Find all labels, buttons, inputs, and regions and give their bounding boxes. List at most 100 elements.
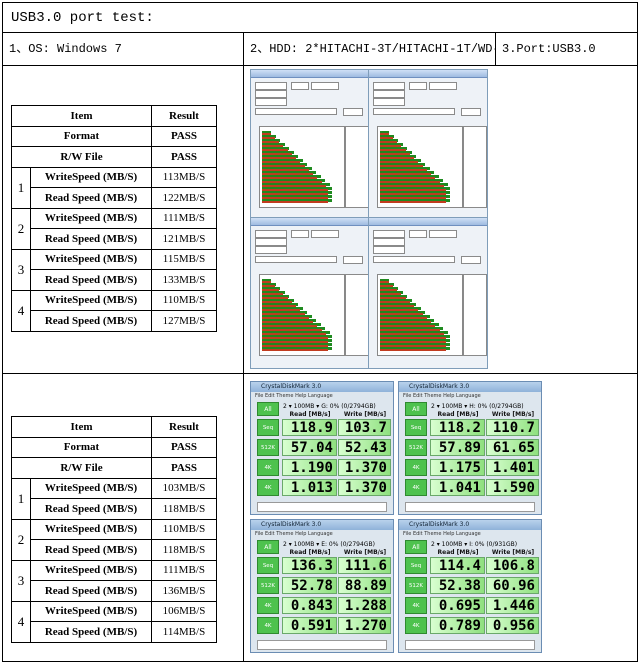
atto-write-bar: [262, 201, 329, 203]
atto-read-bar: [380, 199, 451, 202]
atto-read-bar: [262, 179, 325, 182]
cdm-test-button[interactable]: Seq: [405, 419, 427, 436]
atto-control: [255, 256, 337, 263]
atto-write-bar: [262, 333, 326, 335]
cdm-comment-field[interactable]: [405, 502, 535, 512]
cdm-test-button[interactable]: 512K: [257, 439, 279, 456]
cdm-test-button[interactable]: 512K: [405, 577, 427, 594]
cdm-write-value: 60.96: [486, 577, 539, 594]
atto-write-bar: [262, 165, 305, 167]
cdm-all-button[interactable]: All: [405, 540, 427, 554]
cdm-test-button[interactable]: 4K QD32: [257, 617, 279, 646]
atto-read-bar: [262, 291, 285, 294]
cdm-test-button[interactable]: 512K: [257, 577, 279, 594]
cdm-write-value: 1.590: [486, 479, 539, 496]
cdm-menu-bar[interactable]: File Edit Theme Help Language: [255, 531, 333, 537]
test-info-row: 1、OS: Windows 7 2、HDD: 2*HITACHI-3T/HITA…: [3, 33, 637, 66]
cdm-test-button[interactable]: 4K QD32: [405, 617, 427, 646]
atto-write-bar: [380, 169, 427, 171]
cdm-test-button[interactable]: Seq: [405, 557, 427, 574]
atto-read-bar: [262, 287, 280, 290]
atto-read-bar: [380, 295, 407, 298]
cdm-test-button[interactable]: 4K: [257, 459, 279, 476]
row-item-rw-file: R/W File: [11, 457, 152, 479]
write-speed-label: WriteSpeed (MB/S): [30, 559, 152, 581]
cdm-all-button[interactable]: All: [257, 540, 279, 554]
atto-window-2: [368, 69, 488, 219]
atto-values-column: [463, 274, 487, 356]
atto-control: [311, 82, 339, 90]
atto-write-bar: [262, 181, 322, 183]
atto-write-bar: [380, 177, 436, 179]
atto-write-bar: [262, 345, 329, 347]
atto-write-bar: [262, 309, 301, 311]
atto-read-bar: [380, 283, 394, 286]
atto-transfer-chart: [377, 126, 463, 208]
atto-read-bar: [262, 319, 316, 322]
atto-read-bar: [262, 283, 276, 286]
atto-read-bar: [380, 303, 416, 306]
atto-write-bar: [262, 337, 329, 339]
cdm-drive-selector[interactable]: 2 ▾ 100MB ▾ E: 0% (0/2794GB): [283, 541, 375, 548]
cdm-test-button[interactable]: 512K: [405, 439, 427, 456]
cdm-test-button[interactable]: 4K: [405, 459, 427, 476]
atto-screenshots: [244, 65, 637, 373]
cdm-comment-field[interactable]: [257, 502, 387, 512]
row-item-format: Format: [11, 436, 152, 458]
cdm-window-3: CrystalDiskMark 3.0 File Edit Theme Help …: [250, 519, 394, 653]
atto-control: [409, 230, 427, 238]
cdm-comment-field[interactable]: [257, 640, 387, 650]
atto-control: [255, 90, 287, 98]
atto-read-bar: [262, 139, 280, 142]
atto-write-bar: [380, 305, 414, 307]
atto-read-bar: [262, 315, 312, 318]
cdm-title-bar: CrystalDiskMark 3.0: [399, 382, 541, 392]
atto-read-bar: [380, 183, 448, 186]
atto-read-bar: [262, 347, 333, 350]
atto-write-bar: [380, 345, 447, 347]
group-number: 2: [11, 207, 31, 250]
row-result-format: PASS: [151, 436, 217, 458]
atto-read-bar: [262, 343, 333, 346]
table-row: Format PASS: [11, 125, 217, 147]
cdm-test-button[interactable]: 4K QD32: [405, 479, 427, 508]
cdm-test-button[interactable]: 4K: [405, 597, 427, 614]
atto-control: [255, 246, 287, 254]
atto-write-bar: [262, 169, 309, 171]
atto-write-bar: [262, 305, 296, 307]
atto-write-bar: [380, 325, 436, 327]
table-row: 1 WriteSpeed (MB/S) 103MB/S: [11, 477, 217, 520]
atto-read-bar: [380, 331, 448, 334]
cdm-window-2: CrystalDiskMark 3.0 File Edit Theme Help …: [398, 381, 542, 515]
atto-read-bar: [262, 187, 333, 190]
cdm-write-header: Write [MB/s]: [343, 549, 387, 556]
cdm-drive-selector[interactable]: 2 ▾ 100MB ▾ H: 0% (0/2794GB): [431, 403, 524, 410]
cdm-test-button[interactable]: Seq: [257, 557, 279, 574]
atto-write-bar: [262, 329, 322, 331]
atto-write-bar: [380, 141, 397, 143]
cdm-drive-selector[interactable]: 2 ▾ 100MB ▾ I: 0% (0/931GB): [431, 541, 518, 548]
os-info: 1、OS: Windows 7: [3, 33, 244, 65]
cdm-all-button[interactable]: All: [257, 402, 279, 416]
atto-write-bar: [380, 189, 447, 191]
cdm-write-value: 61.65: [486, 439, 539, 456]
cdm-test-button[interactable]: Seq: [257, 419, 279, 436]
cdm-write-value: 1.370: [338, 459, 391, 476]
cdm-all-button[interactable]: All: [405, 402, 427, 416]
atto-window-3: [250, 217, 370, 369]
atto-read-bar: [262, 339, 333, 342]
table-header-row: Item Result: [11, 416, 217, 438]
cdm-menu-bar[interactable]: File Edit Theme Help Language: [255, 393, 333, 399]
cdm-test-button[interactable]: 4K: [257, 597, 279, 614]
atto-read-bar: [262, 183, 330, 186]
atto-write-bar: [262, 313, 305, 315]
cdm-write-value: 88.89: [338, 577, 391, 594]
cdm-test-button[interactable]: 4K QD32: [257, 479, 279, 508]
atto-read-bar: [380, 155, 416, 158]
cdm-comment-field[interactable]: [405, 640, 535, 650]
cdm-drive-selector[interactable]: 2 ▾ 100MB ▾ G: 0% (0/2794GB): [283, 403, 376, 410]
cdm-menu-bar[interactable]: File Edit Theme Help Language: [403, 531, 481, 537]
cdm-menu-bar[interactable]: File Edit Theme Help Language: [403, 393, 481, 399]
